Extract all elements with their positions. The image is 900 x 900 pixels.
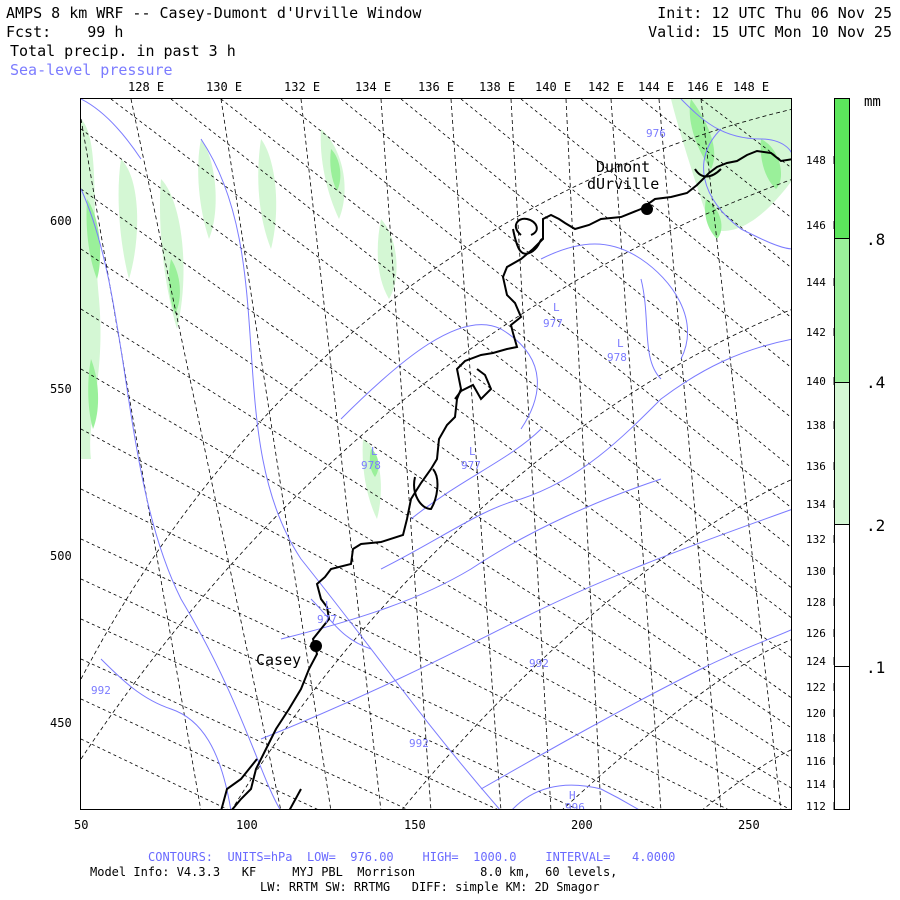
colorbar-label: .2 — [866, 516, 886, 535]
colorbar-swatch-none — [834, 666, 850, 810]
right-lon-label: 116 E — [806, 755, 840, 768]
pressure-label: 978 — [361, 459, 381, 472]
right-lon-label: 120 E — [806, 707, 840, 720]
pressure-low-marker: L — [371, 445, 378, 458]
pressure-label: 976 — [646, 127, 666, 140]
forecast-hour: Fcst: 99 h — [6, 23, 124, 41]
top-lon-label: 144 E — [638, 80, 675, 94]
field-name: Total precip. in past 3 h — [10, 42, 236, 60]
left-axis-label: 600 — [50, 214, 72, 228]
valid-time: Valid: 15 UTC Mon 10 Nov 25 — [648, 23, 892, 41]
precip-shading — [81, 99, 791, 519]
bottom-axis-label: 100 — [236, 818, 258, 832]
colorbar-swatch-min — [834, 524, 850, 666]
pressure-high-marker: H — [569, 789, 576, 802]
right-lon-label: 114 E — [806, 778, 840, 791]
right-lon-label: 142 E — [806, 326, 840, 339]
right-lon-label: 148 E — [806, 154, 840, 167]
map-svg — [81, 99, 791, 809]
pressure-label: 992 — [409, 737, 429, 750]
dumont-durville-marker — [641, 203, 653, 215]
top-lon-label: 132 E — [284, 80, 321, 94]
map-panel: Dumont dUrville Casey 976 L 977 L 978 L … — [80, 98, 792, 810]
pressure-low-marker: L — [617, 337, 624, 350]
right-lon-label: 122 E — [806, 681, 840, 694]
right-lon-label: 112 E — [806, 800, 840, 813]
top-lon-label: 138 E — [479, 80, 516, 94]
casey-marker — [310, 640, 322, 652]
top-lon-label: 130 E — [206, 80, 243, 94]
pressure-label: 977 — [461, 459, 481, 472]
right-lon-label: 124 E — [806, 655, 840, 668]
top-lon-label: 148 E — [733, 80, 770, 94]
right-lon-label: 138 E — [806, 419, 840, 432]
pressure-label: 977 — [317, 613, 337, 626]
coastline — [220, 149, 791, 809]
right-lon-label: 134 E — [806, 498, 840, 511]
model-info: Model Info: V4.3.3 KF MYJ PBL Morrison 8… — [90, 865, 618, 879]
top-lon-label: 128 E — [128, 80, 165, 94]
top-lon-label: 136 E — [418, 80, 455, 94]
left-axis-label: 550 — [50, 382, 72, 396]
bottom-axis-label: 50 — [74, 818, 89, 832]
top-lon-label: 140 E — [535, 80, 572, 94]
dumont-label-line2: dUrville — [587, 175, 660, 193]
right-lon-label: 132 E — [806, 533, 840, 546]
contour-info: CONTOURS: UNITS=hPa LOW= 976.00 HIGH= 10… — [148, 850, 676, 864]
casey-label: Casey — [256, 651, 302, 669]
left-axis-label: 450 — [50, 716, 72, 730]
colorbar-label: .8 — [866, 230, 886, 249]
colorbar-swatch-mid — [834, 238, 850, 382]
colorbar-label: .4 — [866, 373, 886, 392]
colorbar-swatch-light — [834, 382, 850, 524]
dumont-label-line1: Dumont — [596, 158, 651, 176]
pressure-label: 978 — [607, 351, 627, 364]
slp-contours — [81, 99, 791, 809]
meridians — [81, 99, 791, 809]
pressure-label: 992 — [529, 657, 549, 670]
pressure-label: 996 — [565, 801, 585, 810]
map-title: AMPS 8 km WRF -- Casey-Dumont d'Urville … — [6, 4, 422, 22]
pressure-low-marker: L — [469, 445, 476, 458]
pressure-low-marker: L — [553, 301, 560, 314]
bottom-axis-label: 200 — [571, 818, 593, 832]
right-lon-label: 136 E — [806, 460, 840, 473]
right-lon-label: 144 E — [806, 276, 840, 289]
left-axis-label: 500 — [50, 549, 72, 563]
colorbar-label: .1 — [866, 658, 886, 677]
colorbar-unit: mm — [864, 94, 881, 110]
overlay-name: Sea-level pressure — [10, 61, 173, 79]
colorbar-swatch-heavy — [834, 98, 850, 238]
pressure-label: 992 — [91, 684, 111, 697]
right-lon-label: 118 E — [806, 732, 840, 745]
right-lon-label: 140 E — [806, 375, 840, 388]
right-lon-label: 146 E — [806, 219, 840, 232]
bottom-axis-label: 250 — [738, 818, 760, 832]
physics-info: LW: RRTM SW: RRTMG DIFF: simple KM: 2D S… — [260, 880, 600, 894]
top-lon-label: 134 E — [355, 80, 392, 94]
dumont-durville-label: Dumont dUrville — [587, 159, 659, 193]
right-lon-label: 128 E — [806, 596, 840, 609]
top-lon-label: 146 E — [687, 80, 724, 94]
right-lon-label: 130 E — [806, 565, 840, 578]
bottom-axis-label: 150 — [404, 818, 426, 832]
init-time: Init: 12 UTC Thu 06 Nov 25 — [657, 4, 892, 22]
top-lon-label: 142 E — [588, 80, 625, 94]
pressure-low-marker: L — [325, 599, 332, 612]
lat-lon-grid — [81, 99, 791, 809]
right-lon-label: 126 E — [806, 627, 840, 640]
pressure-label: 977 — [543, 317, 563, 330]
